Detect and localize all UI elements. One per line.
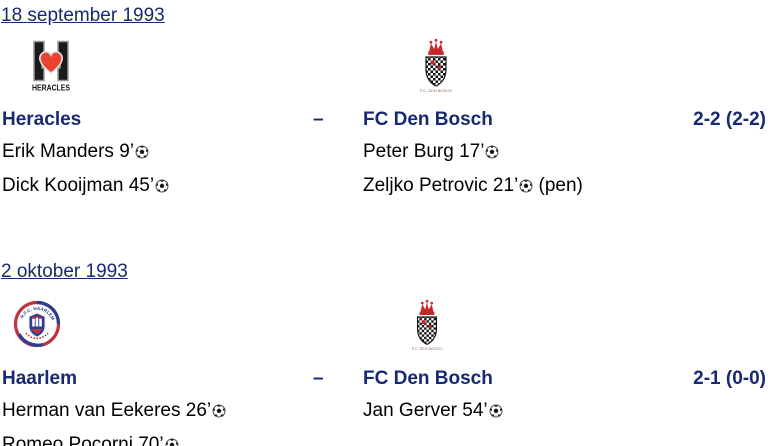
home-team-link[interactable]: Heracles [2,109,82,130]
match-header-row: Haarlem – FC Den Bosch 2-1 (0-0) [0,363,768,395]
fc-den-bosch-logo-icon: F.C. DEN BOSCH [410,299,444,358]
scorer-text: Dick Kooijman 45’ [2,175,155,196]
score-separator: – [313,109,324,130]
match-date-link[interactable]: 18 september 1993 [1,5,165,26]
away-scorer: Zeljko Petrovic 21’ (pen) [363,170,766,204]
soccer-ball-icon [155,172,169,204]
soccer-ball-icon [485,138,499,170]
scorer-text: Jan Gerver 54’ [363,400,488,421]
fc-den-bosch-logo-icon: F.C. DEN BOSCH [418,38,454,100]
match-score: 2-2 (2-2) [693,109,766,130]
scorers-row: Herman van Eekeres 26’ Jan Gerver 54’ [0,395,768,429]
soccer-ball-icon [165,431,179,446]
match-day-section-2: 2 oktober 1993 H.F.C. HAARLEM [0,256,768,446]
fc-den-bosch-logo-text: F.C. DEN BOSCH [412,347,442,351]
soccer-ball-icon [519,172,533,204]
scorer-text: Erik Manders 9’ [2,141,134,162]
club-logos-row: H.F.C. HAARLEM [0,298,768,353]
fc-den-bosch-logo-text: F.C. DEN BOSCH [420,88,452,93]
away-team-link[interactable]: FC Den Bosch [363,368,493,389]
heracles-logo-icon: HERACLES [29,40,73,98]
haarlem-logo-icon: H.F.C. HAARLEM [13,300,61,354]
match-date-link[interactable]: 2 oktober 1993 [1,261,128,282]
scorer-text: Romeo Pocorni 70’ [2,434,164,446]
away-scorer: Jan Gerver 54’ [363,395,766,429]
home-scorer: Romeo Pocorni 70’ [2,429,313,446]
scorer-text: Peter Burg 17’ [363,141,485,162]
home-scorer: Dick Kooijman 45’ [2,170,313,204]
away-scorer: Peter Burg 17’ [363,136,766,170]
scorer-note: (pen) [533,175,583,196]
scorers-row: Erik Manders 9’ Peter Burg 17’ [0,136,768,170]
score-separator: – [313,368,324,389]
home-scorer: Herman van Eekeres 26’ [2,395,313,429]
match-score: 2-1 (0-0) [693,368,766,389]
home-scorer: Erik Manders 9’ [2,136,313,170]
match-header-row: Heracles – FC Den Bosch 2-2 (2-2) [0,104,768,136]
match-day-section-1: 18 september 1993 HERACLES [0,0,768,204]
heracles-logo-text: HERACLES [32,83,70,93]
club-logos-row: HERACLES [0,38,768,95]
soccer-ball-icon [135,138,149,170]
scorer-text: Herman van Eekeres 26’ [2,400,212,421]
scorer-text: Zeljko Petrovic 21’ [363,175,519,196]
scorers-row: Romeo Pocorni 70’ [0,429,768,446]
soccer-ball-icon [212,397,226,429]
home-team-link[interactable]: Haarlem [2,368,77,389]
away-team-link[interactable]: FC Den Bosch [363,109,493,130]
soccer-ball-icon [489,397,503,429]
scorers-row: Dick Kooijman 45’ Zeljko Petrovic 21’ (p… [0,170,768,204]
away-scorer [363,429,766,446]
